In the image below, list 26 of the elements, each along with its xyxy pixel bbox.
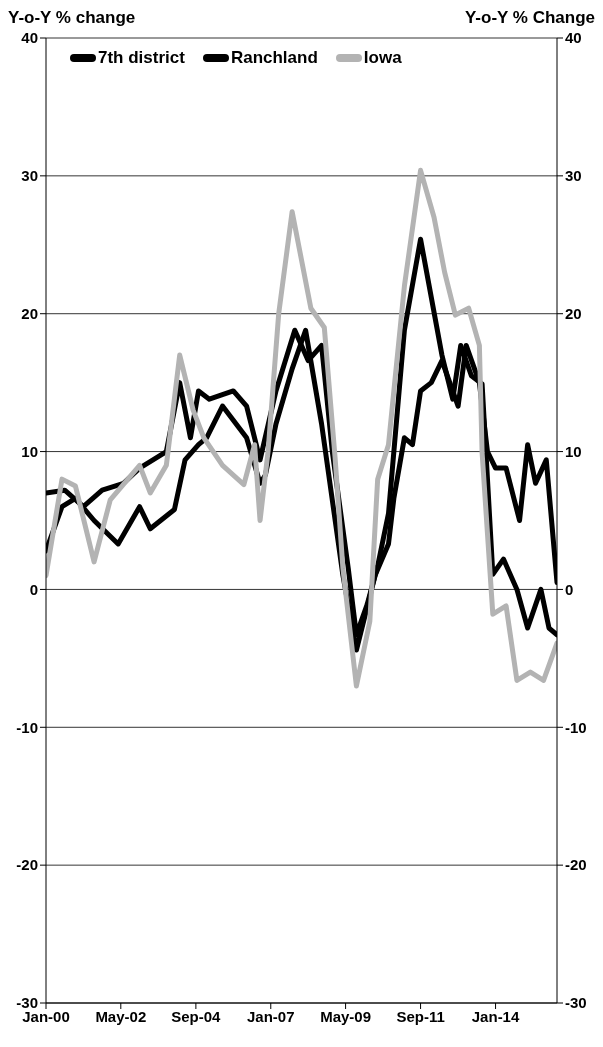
y2-tick-label: 20 — [565, 305, 582, 323]
x-tick-label: Sep-04 — [171, 1007, 222, 1025]
x-tick-label: Jan-14 — [471, 1007, 520, 1025]
x-tick-label: May-02 — [95, 1007, 147, 1025]
y-tick-label: 10 — [21, 442, 38, 460]
y2-tick-label: -10 — [565, 718, 587, 736]
y2-tick-label: 40 — [565, 29, 582, 47]
legend-label: Iowa — [363, 48, 402, 68]
y-axis-title: Y-o-Y % change — [8, 8, 136, 28]
x-tick-label: Sep-11 — [396, 1007, 445, 1025]
y-tick-label: -20 — [16, 856, 38, 874]
y-tick-label: 30 — [21, 167, 38, 185]
y-tick-label: 0 — [29, 580, 38, 598]
y2-tick-label: -30 — [565, 994, 587, 1012]
y-tick-label: 40 — [21, 29, 38, 47]
legend-label: 7th district — [98, 48, 185, 68]
y2-tick-label: 10 — [565, 442, 582, 460]
y-tick-label: -10 — [16, 718, 38, 736]
x-tick-label: Jan-07 — [247, 1007, 295, 1025]
y-tick-label: 20 — [21, 305, 38, 323]
y2-tick-label: -20 — [565, 856, 587, 874]
legend-label: Ranchland — [230, 48, 318, 68]
y2-axis-title: Y-o-Y % Change — [464, 8, 595, 28]
x-tick-label: May-09 — [320, 1007, 372, 1025]
y2-tick-label: 30 — [565, 167, 582, 185]
y2-tick-label: 0 — [565, 580, 574, 598]
